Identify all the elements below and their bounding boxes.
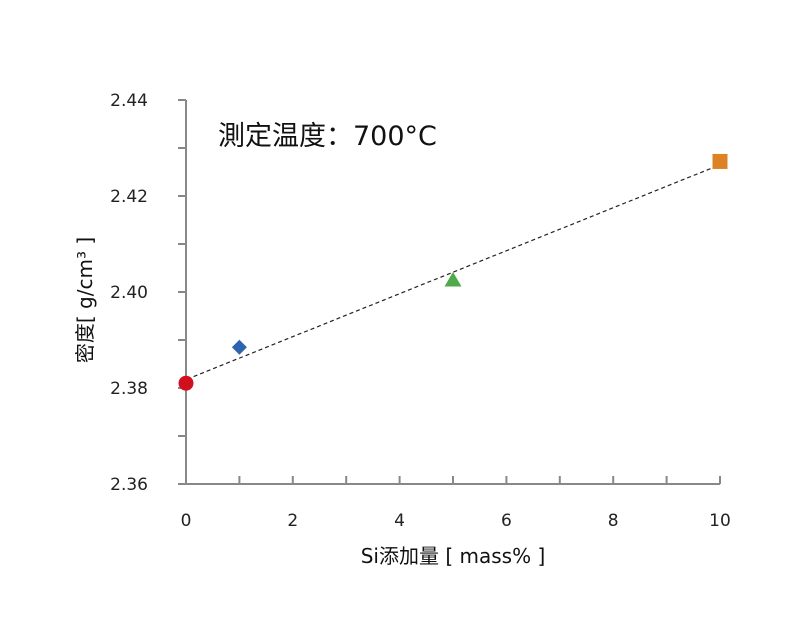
trendline-group [180,164,721,383]
x-axis-title: Si添加量 [ mass% ] [361,544,546,568]
measurement-temperature-annotation: 測定温度：700°C [218,121,437,152]
ticks [178,99,721,485]
axes [185,100,720,485]
data-point-diamond [231,339,247,355]
y-tick-label: 2.38 [110,379,148,399]
y-tick-label: 2.40 [110,283,148,303]
x-tick-label: 6 [501,511,512,531]
data-point-triangle [444,272,462,287]
tick-labels: 0 2 4 6 8 10 2.36 2.38 2.40 2.42 2.44 [110,91,731,531]
y-tick-label: 2.36 [110,475,148,495]
x-tick-label: 0 [181,511,192,531]
x-tick-label: 8 [608,511,619,531]
x-tick-label: 4 [394,511,405,531]
data-point-circle [178,375,194,391]
y-tick-label: 2.44 [110,91,148,111]
y-axis-title: 密度[ g/cm³ ] [73,237,97,363]
x-tick-label: 10 [709,511,731,531]
x-tick-label: 2 [287,511,298,531]
y-tick-label: 2.42 [110,187,148,207]
data-point-square [712,153,728,169]
data-points [178,153,728,391]
trendline [180,164,721,383]
